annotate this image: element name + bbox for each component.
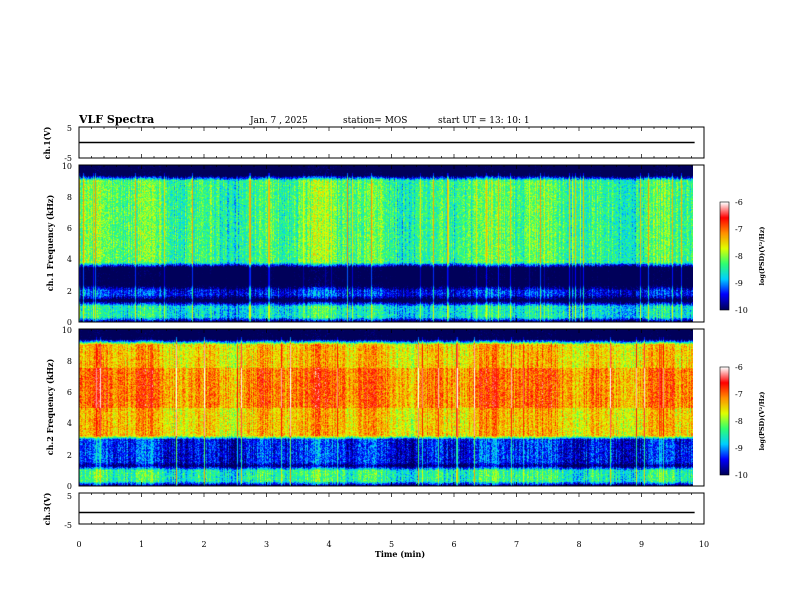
ch2-spectrogram-heatmap: [79, 329, 693, 486]
ch3-ytick-top: 5: [67, 492, 72, 501]
ch3-ytick-bottom: -5: [64, 521, 72, 530]
ch2-cbar-tick-m9: -9: [735, 444, 743, 453]
station-label: station= MOS: [343, 116, 407, 126]
ch3-waveform-ticks: [78, 493, 705, 524]
time-tick-label: 3: [264, 540, 269, 549]
ch2-colorbar-gradient: [720, 367, 729, 475]
start-time-label: start UT = 13: 10: 1: [438, 116, 530, 126]
ch2-cbar-tick-m6: -6: [735, 363, 743, 372]
ch1-waveform-ticks: [78, 127, 705, 158]
ch1-ytick-6: 6: [67, 224, 72, 233]
ch2-cbar-tick-m8: -8: [735, 417, 743, 426]
ch2-ytick-6: 6: [67, 388, 72, 397]
ch2-spectrogram-ticks: [78, 329, 705, 486]
ch1-ytick-2: 2: [67, 287, 72, 296]
ch2-ytick-8: 8: [67, 357, 72, 366]
ch2-colorbar-label: log(PSD)(V²/Hz): [758, 392, 766, 451]
ch1-ytick-8: 8: [67, 193, 72, 202]
ch1-spectrogram-ylabel: ch.1 Frequency (kHz): [45, 195, 55, 292]
time-tick-label: 4: [326, 540, 331, 549]
ch1-ytick-0: 0: [67, 318, 72, 327]
ch2-cbar-tick-m10: -10: [735, 471, 748, 480]
ch2-freq-tick-labels: 0 2 4 6 8 10: [62, 326, 72, 491]
time-tick-label: 9: [639, 540, 644, 549]
ch1-ytick-bottom: -5: [64, 154, 72, 163]
ch1-colorbar-frame: [719, 201, 730, 311]
ch1-ytick-top: 5: [67, 124, 72, 133]
ch2-ytick-4: 4: [67, 419, 72, 428]
time-tick-label: 7: [514, 540, 519, 549]
time-tick-label: 5: [389, 540, 394, 549]
time-tick-label: 8: [576, 540, 581, 549]
time-tick-label: 1: [139, 540, 144, 549]
time-tick-label: 6: [451, 540, 456, 549]
figure-title: VLF Spectra: [78, 113, 154, 126]
ch1-colorbar-label: log(PSD)(V²/Hz): [758, 227, 766, 286]
ch1-ytick-4: 4: [67, 255, 72, 264]
ch1-cbar-tick-m6: -6: [735, 198, 743, 207]
ch2-cbar-tick-m7: -7: [735, 390, 743, 399]
time-axis-tick-labels: 0 1 2 3 4 5 6 7 8 9 10: [76, 540, 709, 549]
ch1-spectrogram-ticks: [78, 165, 705, 322]
time-tick-label: 10: [699, 540, 709, 549]
ch1-cbar-tick-m8: -8: [735, 252, 743, 261]
ch2-colorbar-frame: [719, 366, 730, 476]
ch1-ytick-10: 10: [62, 162, 72, 171]
ch1-colorbar-gradient: [720, 202, 729, 310]
ch1-colorbar: -6 -7 -8 -9 -10 log(PSD)(V²/Hz): [719, 198, 766, 315]
ch3-waveform-ylabel: ch.3(V): [42, 492, 52, 525]
time-axis-label: Time (min): [375, 549, 425, 559]
ch1-waveform-panel: 5 -5 ch.1(V): [42, 124, 705, 163]
figure-header: VLF Spectra Jan. 7 , 2025 station= MOS s…: [78, 113, 530, 126]
ch1-spectrogram-heatmap: [79, 165, 693, 322]
ch2-colorbar: -6 -7 -8 -9 -10 log(PSD)(V²/Hz): [719, 363, 766, 480]
observation-date: Jan. 7 , 2025: [249, 116, 308, 126]
time-tick-label: 2: [201, 540, 206, 549]
ch1-cbar-tick-m10: -10: [735, 306, 748, 315]
ch1-freq-tick-labels: 0 2 4 6 8 10: [62, 162, 72, 327]
ch1-waveform-ylabel: ch.1(V): [42, 126, 52, 159]
ch2-ytick-0: 0: [67, 482, 72, 491]
ch3-waveform-panel: 5 -5 ch.3(V): [42, 492, 705, 530]
ch2-ytick-10: 10: [62, 326, 72, 335]
ch1-spectrogram-panel: 0 2 4 6 8 10 ch.1 Frequency (kHz): [45, 162, 705, 327]
ch1-cbar-tick-m9: -9: [735, 279, 743, 288]
ch3-waveform-frame: [78, 492, 705, 525]
time-tick-label: 0: [76, 540, 81, 549]
ch2-spectrogram-ylabel: ch.2 Frequency (kHz): [45, 359, 55, 456]
ch1-cbar-tick-m7: -7: [735, 225, 743, 234]
ch2-ytick-2: 2: [67, 451, 72, 460]
ch2-spectrogram-panel: 0 2 4 6 8 10 ch.2 Frequency (kHz): [45, 326, 705, 491]
